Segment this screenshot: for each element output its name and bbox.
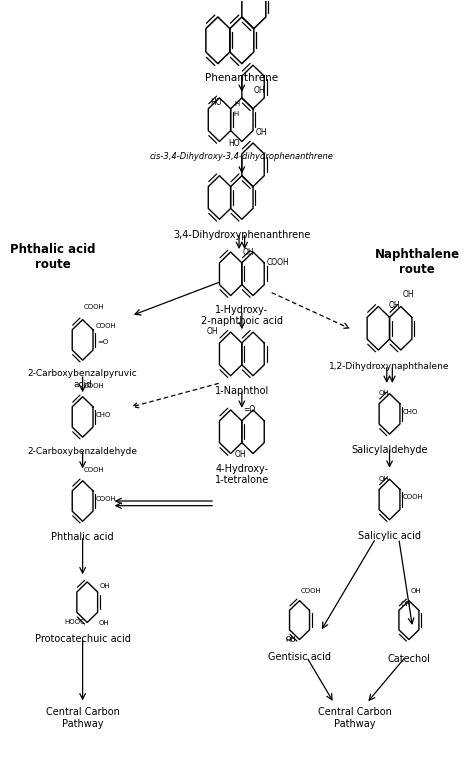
Text: OH: OH bbox=[255, 128, 267, 137]
Text: COOH: COOH bbox=[84, 383, 105, 389]
Text: Phthalic acid: Phthalic acid bbox=[51, 532, 114, 542]
Text: OH: OH bbox=[378, 476, 389, 482]
Text: CHO: CHO bbox=[95, 412, 111, 418]
Text: H: H bbox=[233, 111, 238, 117]
Text: OH: OH bbox=[100, 583, 110, 589]
Text: Gentisic acid: Gentisic acid bbox=[268, 652, 331, 662]
Text: COOH: COOH bbox=[301, 588, 322, 594]
Text: HO: HO bbox=[210, 98, 221, 107]
Text: =O: =O bbox=[98, 339, 109, 345]
Text: Salicylic acid: Salicylic acid bbox=[358, 530, 421, 540]
Text: Naphthalene
route: Naphthalene route bbox=[374, 248, 460, 276]
Text: OH: OH bbox=[285, 636, 296, 642]
Text: COOH: COOH bbox=[95, 323, 116, 329]
Text: Phthalic acid
route: Phthalic acid route bbox=[10, 243, 95, 271]
Text: Protocatechuic acid: Protocatechuic acid bbox=[35, 634, 130, 644]
Text: 2-Carboxybenzaldehyde: 2-Carboxybenzaldehyde bbox=[27, 447, 137, 455]
Text: Salicylaldehyde: Salicylaldehyde bbox=[351, 445, 428, 455]
Text: HOOC: HOOC bbox=[64, 619, 85, 626]
Text: COOH: COOH bbox=[402, 494, 423, 500]
Text: cis-3,4-Dihydroxy-3,4-dihydrophenanthrene: cis-3,4-Dihydroxy-3,4-dihydrophenanthren… bbox=[150, 152, 334, 162]
Text: 2-Carboxybenzalpyruvic
acid: 2-Carboxybenzalpyruvic acid bbox=[28, 369, 137, 389]
Text: Central Carbon
Pathway: Central Carbon Pathway bbox=[46, 708, 119, 729]
Text: Phenanthrene: Phenanthrene bbox=[205, 73, 278, 83]
Text: CHO: CHO bbox=[402, 408, 418, 415]
Text: COOH: COOH bbox=[266, 259, 289, 267]
Text: H: H bbox=[234, 101, 239, 107]
Text: Central Carbon
Pathway: Central Carbon Pathway bbox=[318, 708, 392, 729]
Text: OH: OH bbox=[243, 248, 255, 257]
Text: OH: OH bbox=[99, 620, 109, 626]
Text: OH: OH bbox=[207, 327, 219, 336]
Text: OH: OH bbox=[389, 301, 400, 309]
Text: 1-Naphthol: 1-Naphthol bbox=[215, 386, 269, 396]
Text: 3,4-Dihydroxyphenanthrene: 3,4-Dihydroxyphenanthrene bbox=[173, 230, 310, 241]
Text: COOH: COOH bbox=[84, 467, 105, 473]
Text: COOH: COOH bbox=[95, 496, 116, 501]
Text: OH: OH bbox=[254, 86, 265, 95]
Text: HO: HO bbox=[285, 637, 296, 643]
Text: OH: OH bbox=[402, 290, 414, 298]
Text: COOH: COOH bbox=[84, 305, 105, 310]
Text: =O: =O bbox=[243, 405, 255, 414]
Text: OH: OH bbox=[411, 588, 421, 594]
Text: OH: OH bbox=[401, 601, 411, 608]
Text: HO: HO bbox=[228, 139, 239, 148]
Text: OH: OH bbox=[378, 390, 389, 396]
Text: Catechol: Catechol bbox=[387, 654, 430, 664]
Text: OH: OH bbox=[235, 451, 247, 459]
Text: 4-Hydroxy-
1-tetralone: 4-Hydroxy- 1-tetralone bbox=[215, 464, 269, 485]
Text: 1,2-Dihydroxynaphthalene: 1,2-Dihydroxynaphthalene bbox=[329, 362, 450, 371]
Text: 1-Hydroxy-
2-naphthoic acid: 1-Hydroxy- 2-naphthoic acid bbox=[201, 305, 283, 326]
